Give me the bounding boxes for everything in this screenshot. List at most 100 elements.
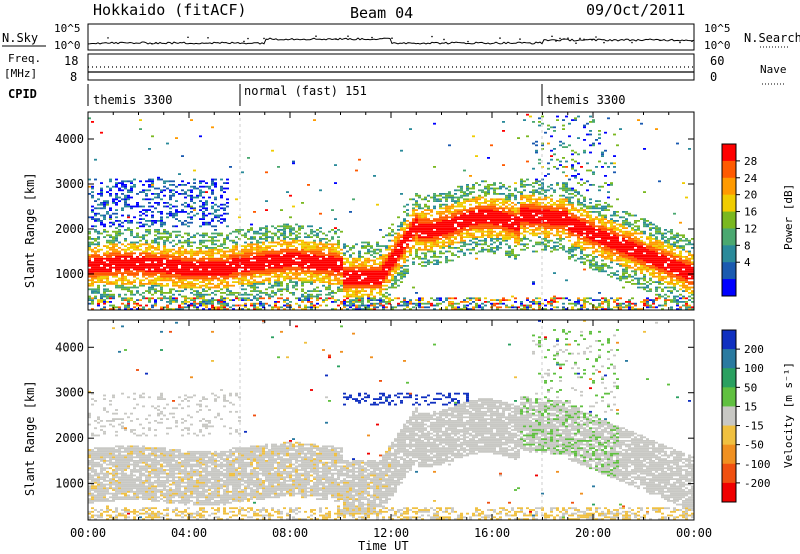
heatmap-cell [211, 274, 214, 276]
heatmap-cell [211, 220, 214, 222]
heatmap-cell [388, 281, 391, 283]
heatmap-cell [520, 302, 523, 305]
heatmap-cell [481, 302, 484, 305]
heatmap-cell [463, 245, 466, 247]
heatmap-cell [121, 286, 124, 289]
heatmap-cell [163, 270, 166, 273]
heatmap-cell [184, 279, 187, 282]
heatmap-cell [523, 119, 526, 121]
heatmap-cell [112, 283, 115, 285]
heatmap-cell [286, 283, 289, 285]
heatmap-cell [376, 279, 379, 282]
heatmap-cell [199, 284, 202, 287]
heatmap-cell [304, 236, 307, 238]
heatmap-cell [217, 245, 220, 247]
heatmap-cell [265, 234, 268, 237]
heatmap-cell [505, 202, 508, 204]
heatmap-cell [307, 243, 310, 246]
heatmap-cell [136, 221, 139, 224]
heatmap-cell [187, 243, 190, 246]
heatmap-cell [100, 207, 103, 210]
heatmap-cell [238, 265, 241, 267]
heatmap-cell [472, 185, 475, 188]
heatmap-cell [505, 306, 508, 309]
heatmap-cell [223, 191, 226, 193]
heatmap-cell [205, 293, 208, 296]
heatmap-cell [259, 227, 262, 229]
heatmap-cell [229, 272, 232, 274]
heatmap-cell [475, 302, 478, 305]
heatmap-cell [223, 261, 226, 264]
heatmap-cell [508, 236, 511, 238]
heatmap-cell [220, 203, 223, 206]
heatmap-cell [499, 193, 502, 195]
heatmap-cell [394, 239, 397, 242]
heatmap-cell [247, 270, 250, 273]
heatmap-cell [181, 306, 184, 309]
heatmap-cell [181, 252, 184, 255]
heatmap-cell [169, 236, 172, 238]
heatmap-cell [301, 257, 304, 260]
heatmap-cell [151, 279, 154, 282]
heatmap-cell [187, 301, 190, 303]
heatmap-cell [385, 254, 388, 256]
heatmap-cell [541, 302, 544, 305]
heatmap-cell [136, 286, 139, 289]
heatmap-cell [334, 263, 337, 265]
heatmap-cell [211, 299, 214, 301]
heatmap-cell [430, 241, 433, 244]
heatmap-cell [361, 301, 364, 303]
heatmap-cell [394, 297, 397, 300]
heatmap-cell [112, 250, 115, 253]
heatmap-cell [232, 241, 235, 244]
heatmap-cell [445, 256, 448, 258]
heatmap-cell [280, 243, 283, 246]
heatmap-cell [409, 128, 412, 130]
heatmap-cell [493, 189, 496, 192]
heatmap-cell [169, 268, 172, 271]
heatmap-cell [109, 257, 112, 260]
heatmap-cell [259, 252, 262, 255]
heatmap-cell [502, 121, 505, 123]
heatmap-cell [508, 216, 511, 219]
heatmap-cell [160, 284, 163, 287]
heatmap-cell [121, 265, 124, 267]
heatmap-cell [307, 261, 310, 264]
heatmap-cell [391, 263, 394, 265]
heatmap-cell [181, 268, 184, 271]
heatmap-cell [538, 205, 541, 208]
heatmap-cell [190, 292, 193, 294]
heatmap-cell [355, 259, 358, 262]
heatmap-cell [388, 248, 391, 251]
heatmap-cell [493, 216, 496, 219]
heatmap-cell [460, 238, 463, 240]
heatmap-cell [274, 268, 277, 271]
heatmap-cell [301, 266, 304, 269]
heatmap-cell [514, 207, 517, 210]
heatmap-cell [160, 268, 163, 271]
heatmap-cell [145, 223, 148, 226]
heatmap-cell [304, 297, 307, 300]
heatmap-cell [205, 200, 208, 202]
heatmap-cell [448, 239, 451, 242]
heatmap-cell [166, 259, 169, 262]
heatmap-cell [355, 281, 358, 283]
heatmap-cell [121, 275, 124, 278]
heatmap-cell [124, 308, 127, 310]
heatmap-cell [316, 268, 319, 271]
heatmap-cell [433, 232, 436, 235]
heatmap-cell [373, 306, 376, 309]
heatmap-cell [259, 283, 262, 285]
heatmap-cell [118, 225, 121, 228]
heatmap-cell [178, 184, 181, 186]
date-title: 09/Oct/2011 [586, 1, 685, 19]
heatmap-cell [127, 259, 130, 262]
heatmap-cell [454, 193, 457, 195]
heatmap-cell [352, 299, 355, 301]
heatmap-cell [391, 223, 394, 226]
heatmap-cell [538, 227, 541, 229]
heatmap-cell [88, 259, 91, 262]
heatmap-cell [253, 232, 256, 235]
heatmap-cell [124, 252, 127, 255]
heatmap-cell [151, 306, 154, 309]
